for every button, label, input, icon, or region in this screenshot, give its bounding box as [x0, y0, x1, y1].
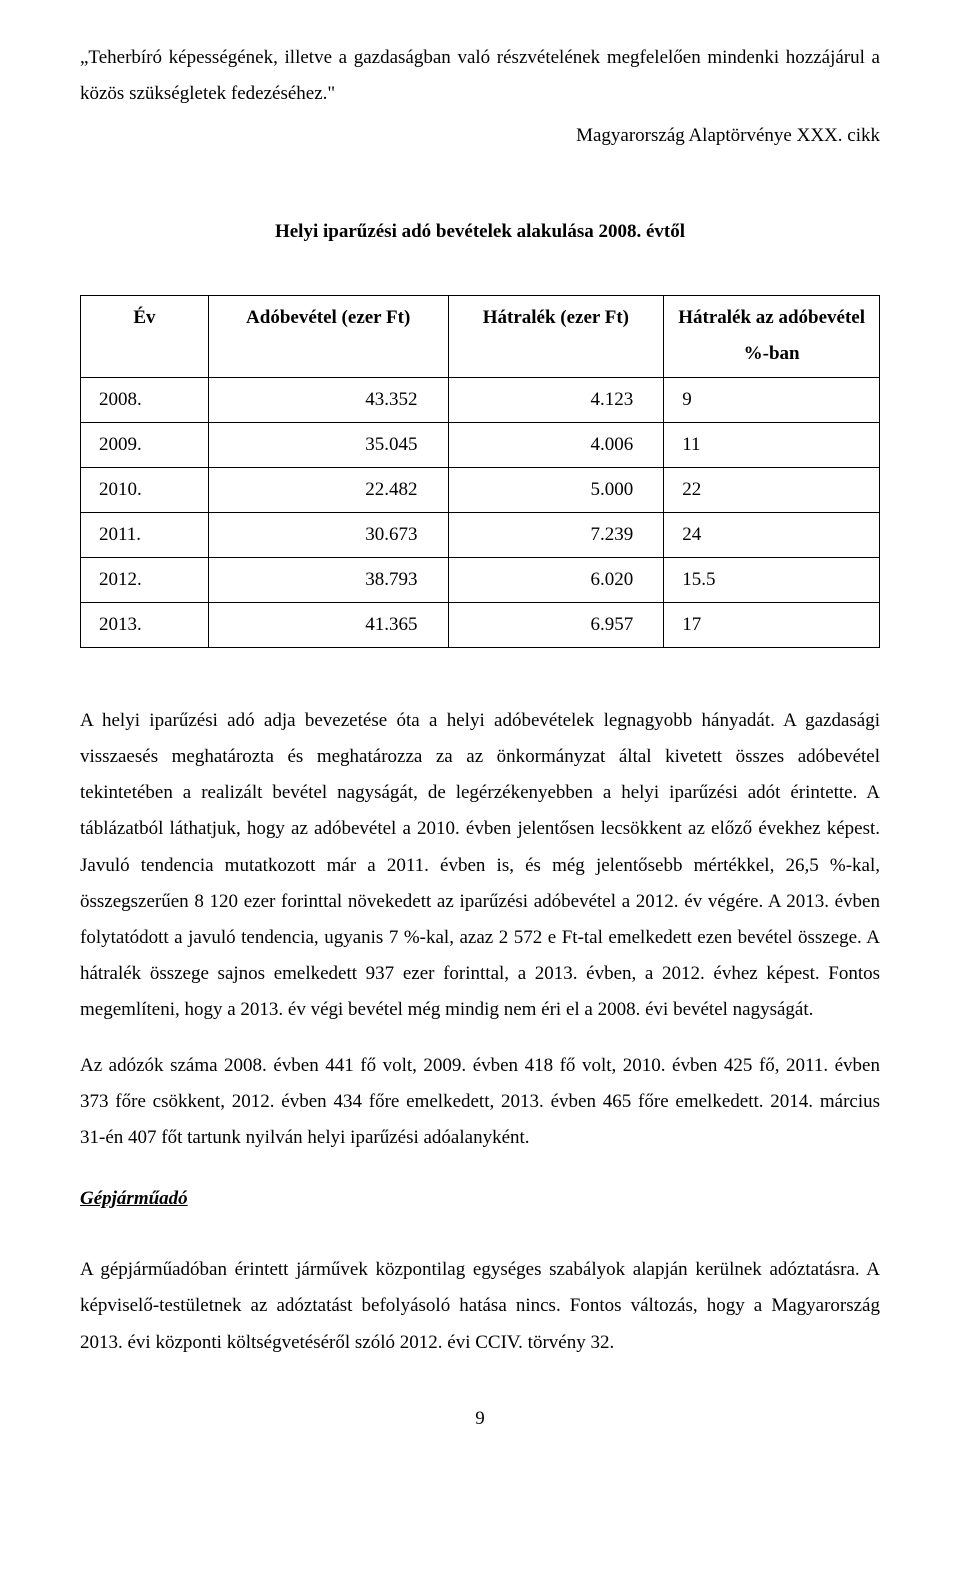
col-arrears-pct-label: Hátralék az adóbevétel %-ban	[674, 300, 869, 372]
cell-revenue: 43.352	[208, 377, 448, 422]
cell-year: 2012.	[81, 557, 209, 602]
cell-pct: 24	[664, 512, 880, 557]
cell-revenue: 35.045	[208, 422, 448, 467]
table-row: 2010. 22.482 5.000 22	[81, 467, 880, 512]
quote-attribution: Magyarország Alaptörvénye XXX. cikk	[80, 118, 880, 154]
cell-pct: 11	[664, 422, 880, 467]
cell-year: 2008.	[81, 377, 209, 422]
vehicle-tax-paragraph: A gépjárműadóban érintett járművek közpo…	[80, 1252, 880, 1360]
cell-arrears: 5.000	[448, 467, 664, 512]
revenue-table: Év Adóbevétel (ezer Ft) Hátralék (ezer F…	[80, 295, 880, 648]
table-row: 2011. 30.673 7.239 24	[81, 512, 880, 557]
cell-arrears: 6.020	[448, 557, 664, 602]
table-row: 2008. 43.352 4.123 9	[81, 377, 880, 422]
cell-pct: 22	[664, 467, 880, 512]
table-row: 2013. 41.365 6.957 17	[81, 603, 880, 648]
cell-arrears: 7.239	[448, 512, 664, 557]
cell-year: 2013.	[81, 603, 209, 648]
table-header-row: Év Adóbevétel (ezer Ft) Hátralék (ezer F…	[81, 296, 880, 377]
cell-revenue: 41.365	[208, 603, 448, 648]
section-title: Helyi iparűzési adó bevételek alakulása …	[80, 214, 880, 250]
cell-arrears: 4.123	[448, 377, 664, 422]
cell-revenue: 30.673	[208, 512, 448, 557]
analysis-paragraph-1: A helyi iparűzési adó adja bevezetése ót…	[80, 703, 880, 1028]
page-number: 9	[80, 1401, 880, 1437]
cell-pct: 15.5	[664, 557, 880, 602]
col-revenue: Adóbevétel (ezer Ft)	[208, 296, 448, 377]
cell-year: 2010.	[81, 467, 209, 512]
subheading-vehicle-tax: Gépjárműadó	[80, 1181, 880, 1217]
col-arrears: Hátralék (ezer Ft)	[448, 296, 664, 377]
cell-revenue: 38.793	[208, 557, 448, 602]
table-row: 2009. 35.045 4.006 11	[81, 422, 880, 467]
cell-revenue: 22.482	[208, 467, 448, 512]
table-row: 2012. 38.793 6.020 15.5	[81, 557, 880, 602]
cell-arrears: 6.957	[448, 603, 664, 648]
opening-quote: „Teherbíró képességének, illetve a gazda…	[80, 40, 880, 112]
cell-arrears: 4.006	[448, 422, 664, 467]
cell-year: 2011.	[81, 512, 209, 557]
col-year: Év	[81, 296, 209, 377]
analysis-paragraph-2: Az adózók száma 2008. évben 441 fő volt,…	[80, 1048, 880, 1156]
cell-pct: 17	[664, 603, 880, 648]
cell-year: 2009.	[81, 422, 209, 467]
cell-pct: 9	[664, 377, 880, 422]
col-arrears-pct: Hátralék az adóbevétel %-ban	[664, 296, 880, 377]
